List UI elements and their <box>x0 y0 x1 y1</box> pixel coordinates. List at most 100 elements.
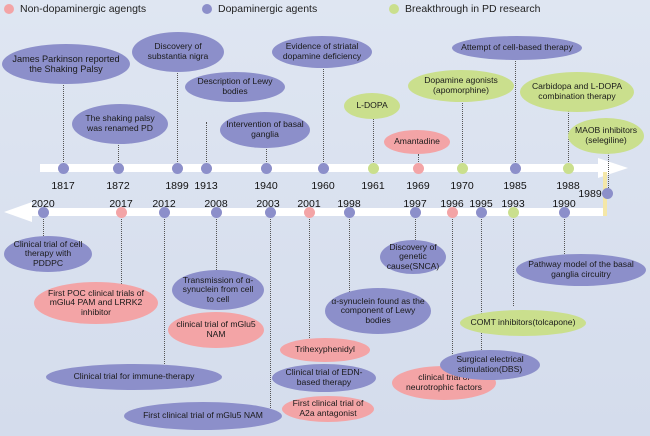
event-bubble: MAOB inhibitors (selegiline) <box>568 118 644 154</box>
year-label: 1872 <box>106 180 130 192</box>
timeline-dot <box>559 207 570 218</box>
event-bubble: Transmission of α-synuclein from cell to… <box>172 270 264 310</box>
timeline-dot <box>447 207 458 218</box>
connector-line <box>513 212 514 306</box>
year-label: 1989 <box>578 188 602 200</box>
event-bubble: Description of Lewy bodies <box>185 72 285 102</box>
year-label: 1899 <box>165 180 189 192</box>
connector-line <box>118 142 119 168</box>
year-label: 1993 <box>501 198 525 210</box>
timeline-dot <box>344 207 355 218</box>
event-bubble: COMT inhibitors(tolcapone) <box>460 310 586 336</box>
connector-line <box>266 146 267 168</box>
timeline-dot <box>457 163 468 174</box>
event-bubble: L-DOPA <box>344 93 400 119</box>
year-label: 1961 <box>361 180 385 192</box>
bottom-arrowhead <box>4 202 32 222</box>
timeline-dot <box>159 207 170 218</box>
event-bubble: Attempt of cell-based therapy <box>452 36 582 60</box>
timeline-dot <box>113 163 124 174</box>
legend-swatch-breakthrough <box>389 4 399 14</box>
connector-line <box>43 212 44 242</box>
timeline-dot <box>201 163 212 174</box>
legend-label: Dopaminergic agents <box>218 3 318 15</box>
legend-label: Non-dopaminergic agengts <box>20 3 147 15</box>
timeline-dot <box>602 188 613 199</box>
event-bubble: Trihexyphenidyl <box>280 338 370 362</box>
event-bubble: The shaking palsy was renamed PD <box>72 104 168 144</box>
timeline-dot <box>368 163 379 174</box>
connector-line <box>349 212 350 292</box>
event-bubble: Discovery of genetic cause(SNCA) <box>380 240 446 274</box>
event-bubble: clinical trial of mGlu5 NAM <box>168 312 264 348</box>
year-label: 1913 <box>194 180 218 192</box>
year-label: 2001 <box>297 198 321 210</box>
event-bubble: Intervention of basal ganglia <box>220 112 310 148</box>
legend-swatch-dopaminergic <box>202 4 212 14</box>
timeline-dot <box>261 163 272 174</box>
year-label: 2008 <box>204 198 228 210</box>
year-label: 1960 <box>311 180 335 192</box>
connector-line <box>415 212 416 242</box>
top-arrowhead <box>598 158 628 178</box>
timeline-dot <box>211 207 222 218</box>
connector-line <box>373 116 374 168</box>
timeline-dot <box>510 163 521 174</box>
connector-line <box>121 212 122 284</box>
year-label: 1969 <box>406 180 430 192</box>
event-bubble: Carbidopa and L-DOPA combination therapy <box>520 72 634 112</box>
connector-line <box>216 212 217 272</box>
connector-line <box>462 98 463 168</box>
event-bubble: First clinical trial of A2a antagonist <box>282 396 374 422</box>
year-label: 2012 <box>152 198 176 210</box>
year-label: 1995 <box>469 198 493 210</box>
timeline-dot <box>172 163 183 174</box>
timeline-dot <box>410 207 421 218</box>
year-label: 1997 <box>403 198 427 210</box>
connector-line <box>164 212 165 370</box>
connector-line <box>270 212 271 408</box>
connector-line <box>515 56 516 168</box>
connector-line <box>177 70 178 168</box>
bottom-timeline-bar <box>30 208 606 216</box>
event-bubble: α-synuclein found as the component of Le… <box>325 288 431 334</box>
legend-item-breakthrough: Breakthrough in PD research <box>389 3 540 15</box>
timeline-dot <box>476 207 487 218</box>
connector-line <box>206 122 207 168</box>
event-bubble: Discovery of substantia nigra <box>132 32 224 72</box>
timeline-dot <box>38 207 49 218</box>
connector-line <box>608 152 609 194</box>
event-bubble: Surgical electrical stimulation(DBS) <box>440 350 540 380</box>
legend-item-dopaminergic: Dopaminergic agents <box>202 3 317 15</box>
year-label: 1996 <box>440 198 464 210</box>
year-label: 2020 <box>31 198 55 210</box>
year-label: 1970 <box>450 180 474 192</box>
connector-line <box>63 80 64 168</box>
event-bubble: Dopamine agonists (apomorphine) <box>408 70 514 102</box>
event-bubble: Evidence of striatal dopamine deficiency <box>272 36 372 68</box>
event-bubble: Clinical trial for immune-therapy <box>46 364 222 390</box>
year-label: 1998 <box>337 198 361 210</box>
year-label: 1990 <box>552 198 576 210</box>
event-bubble: Pathway model of the basal ganglia circu… <box>516 254 646 286</box>
connector-line <box>323 64 324 168</box>
year-label: 1817 <box>51 180 75 192</box>
year-label: 1985 <box>503 180 527 192</box>
legend-item-non-dopaminergic: Non-dopaminergic agengts <box>4 3 146 15</box>
timeline-dot <box>563 163 574 174</box>
legend-label: Breakthrough in PD research <box>405 3 541 15</box>
timeline-dot <box>265 207 276 218</box>
timeline-dot <box>508 207 519 218</box>
connector-line <box>481 212 482 354</box>
timeline-dot <box>58 163 69 174</box>
connector-line <box>309 212 310 340</box>
year-label: 1940 <box>254 180 278 192</box>
timeline-dot <box>318 163 329 174</box>
timeline-dot <box>413 163 424 174</box>
event-bubble: First POC clinical trials of mGlu4 PAM a… <box>34 282 158 324</box>
timeline-dot <box>116 207 127 218</box>
event-bubble: Amantadine <box>384 130 450 154</box>
connector-line <box>564 212 565 258</box>
event-bubble: Clinical trial of cell therapy with PDDP… <box>4 236 92 272</box>
